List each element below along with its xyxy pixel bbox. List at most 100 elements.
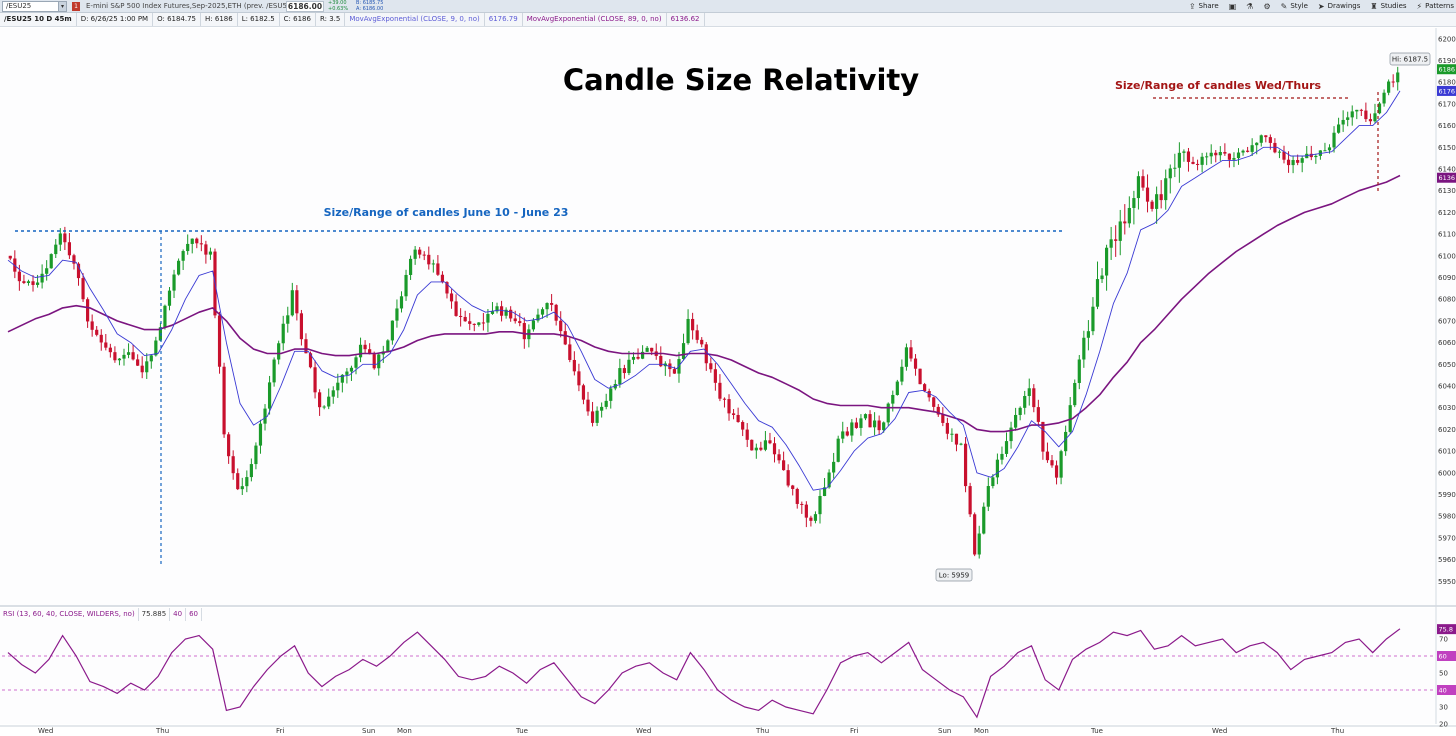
candle-down [554,304,558,321]
ema9-label[interactable]: MovAvgExponential (CLOSE, 9, 0, no) [345,13,485,26]
candle-up [290,290,294,316]
candle-down [513,318,517,322]
candle-down [76,263,81,279]
candle-down [1145,187,1150,202]
candle-up [54,244,58,255]
candle-down [1264,135,1268,138]
candle-down [99,334,103,343]
candle-down [459,315,463,317]
x-tick-label: Tue [515,727,528,735]
candle-up [172,274,176,291]
tool-patterns[interactable]: ⚡ Patterns [1417,0,1454,13]
candle-down [672,369,677,374]
candle-down [759,447,763,450]
candle-up [640,351,645,359]
candle-up [395,308,399,321]
symbol-dropdown-icon[interactable]: ▾ [58,1,67,12]
high-marker-box [1389,52,1431,66]
candle-down [90,321,94,330]
candle-up [354,357,358,368]
x-tick-label: Thu [1330,727,1344,735]
bar-close: C: 6186 [280,13,316,26]
candle-down [86,299,90,322]
candle-up [281,323,285,344]
candle-up [841,431,845,439]
candle-up [1109,239,1113,248]
rsi-label[interactable]: RSI (13, 60, 40, CLOSE, WILDERS, no) [0,608,139,621]
candle-up [836,438,840,462]
candle-up [122,354,126,359]
candle-down [436,263,440,275]
candle-down [1282,151,1286,160]
candle-down [936,406,940,415]
candle-down [1364,110,1368,120]
candle-up [1091,306,1095,332]
tool-cursor[interactable]: ➤ Drawings [1318,0,1360,13]
candle-down [67,242,72,256]
tool-gear[interactable]: ⚙ [1263,0,1270,13]
candle-up [1173,167,1177,169]
candle-up [181,251,185,261]
rsi-upper-level: 60 [186,608,203,621]
price-tick-label: 6090 [1438,274,1456,282]
candle-up [959,443,963,445]
x-tick-label: Sun [938,727,951,735]
candle-up [1314,155,1318,158]
candle-up [1086,331,1090,338]
candle-down [1114,239,1118,241]
candle-up [545,303,549,310]
candle-down [777,454,781,461]
candle-up [377,354,381,369]
blue-annotation-label: Size/Range of candles June 10 - June 23 [324,206,569,219]
candle-down [709,363,713,370]
bar-open: O: 6184.75 [153,13,202,26]
candle-up [1232,158,1236,160]
tool-screenshot[interactable]: ▣ [1229,0,1237,13]
candle-up [1018,407,1022,415]
candle-down [108,347,112,353]
ema89-label[interactable]: MovAvgExponential (CLOSE, 89, 0, no) [523,13,667,26]
candle-down [136,359,140,366]
candle-down [973,514,977,555]
rsi-info-bar: RSI (13, 60, 40, CLOSE, WILDERS, no) 75.… [0,608,203,621]
last-price-tag-text: 6186 [1439,66,1456,74]
candle-up [1250,145,1254,152]
ema89-tag-box [1437,172,1456,183]
candle-down [791,485,795,489]
rsi-lower-tag-text: 40 [1439,687,1447,695]
candle-down [22,281,26,283]
alert-badge[interactable]: 1 [72,2,80,11]
candle-up [763,440,768,450]
candle-down [1186,151,1191,162]
tool-style[interactable]: ✎ Style [1281,0,1308,13]
candle-down [1045,451,1050,461]
rsi-pane [0,608,1456,724]
candle-down [563,331,567,345]
candle-down [1223,152,1227,154]
candle-down [463,316,467,322]
candle-up [277,343,281,360]
rsi-tick-label: 30 [1439,704,1448,712]
candle-down [586,399,590,412]
candle-up [1382,92,1386,104]
candle-up [977,533,981,555]
candle-up [1136,176,1141,199]
tool-flask[interactable]: ⚗ [1246,0,1253,13]
candle-up [882,422,886,431]
candle-down [313,367,317,393]
candle-up [340,374,344,383]
candle-down [372,354,376,369]
tool-studies[interactable]: ♜ Studies [1370,0,1406,13]
candle-down [1195,163,1200,165]
candle-down [854,422,858,428]
tool-share[interactable]: ⇪ Share [1189,0,1219,13]
ema9-line [7,90,1401,491]
candle-up [1327,147,1332,151]
candle-up [408,258,413,275]
x-tick-label: Tue [1090,727,1103,735]
candle-up [390,320,394,341]
candle-up [208,251,213,255]
candle-up [822,487,827,497]
